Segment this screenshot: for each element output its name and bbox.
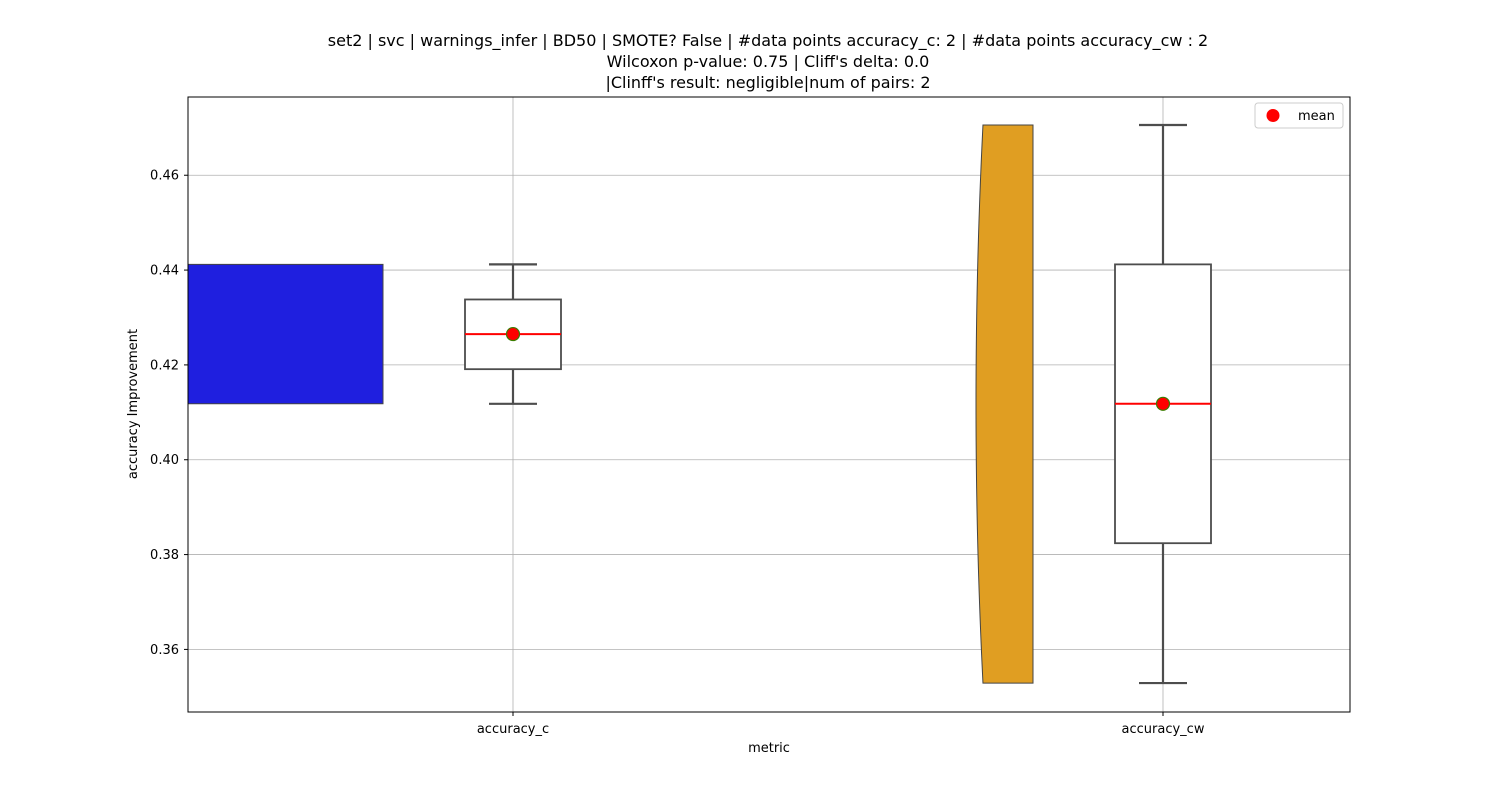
x-axis-label: metric [748, 741, 790, 756]
title-line-3: |Clinff's result: negligible|num of pair… [605, 73, 930, 92]
y-tick-label: 0.46 [150, 169, 179, 184]
y-tick-label: 0.36 [150, 643, 179, 658]
plot-area-frame [187, 96, 1351, 713]
legend-box [1254, 102, 1344, 129]
mean-marker [1155, 396, 1171, 411]
x-axis: accuracy_c accuracy_cw [477, 712, 1205, 737]
violins [187, 124, 1034, 684]
y-tick-label: 0.40 [150, 453, 179, 468]
violin-accuracy_cw [975, 124, 1034, 684]
violin-accuracy_c [187, 263, 384, 405]
x-tick-label: accuracy_c [477, 722, 549, 737]
chart-title: set2 | svc | warnings_infer | BD50 | SMO… [328, 31, 1208, 92]
legend-label-mean: mean [1298, 109, 1335, 124]
y-axis: 0.36 0.38 0.40 0.42 0.44 0.46 [150, 169, 188, 658]
y-axis-label: accuracy Improvement [126, 329, 141, 479]
legend-mean-marker [1266, 109, 1280, 122]
x-tick-label: accuracy_cw [1122, 722, 1205, 737]
y-tick-label: 0.42 [150, 358, 179, 373]
boxplots [464, 123, 1212, 685]
y-tick-label: 0.44 [150, 264, 179, 279]
title-line-1: set2 | svc | warnings_infer | BD50 | SMO… [328, 31, 1208, 51]
y-tick-label: 0.38 [150, 548, 179, 563]
legend: mean [1254, 102, 1344, 129]
mean-marker [505, 326, 521, 342]
title-line-2: Wilcoxon p-value: 0.75 | Cliff's delta: … [607, 52, 930, 71]
